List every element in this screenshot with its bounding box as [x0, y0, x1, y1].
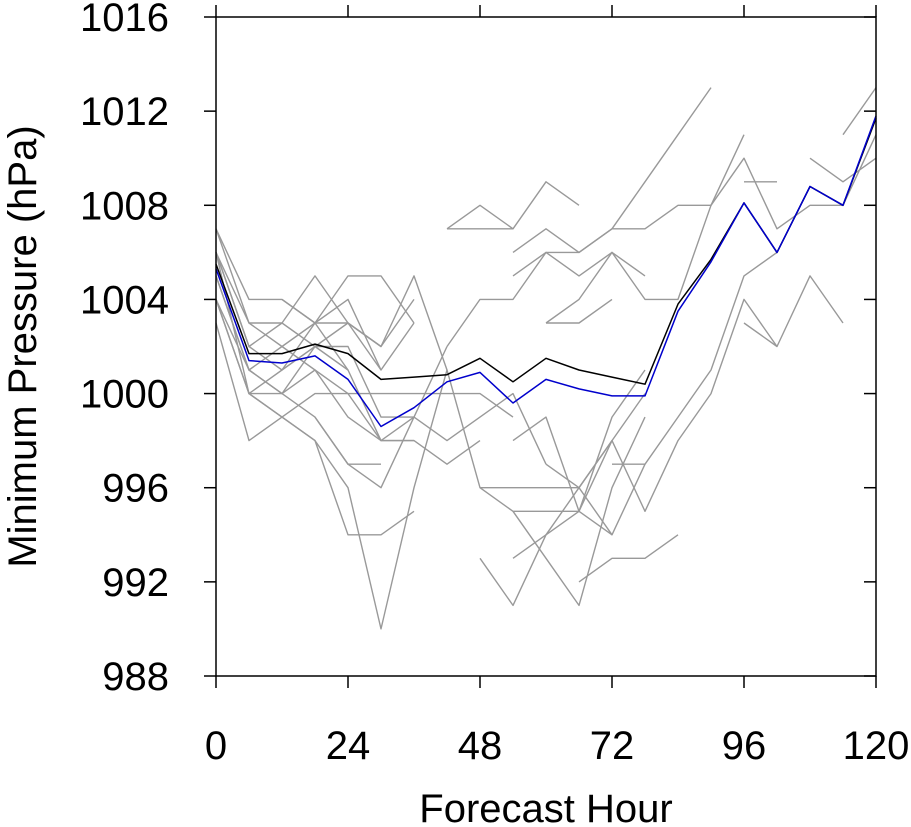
series-line-27 [578, 534, 679, 583]
x-tick-label: 0 [205, 724, 227, 768]
labels-layer: 0 24 48 72 96 120 988 992 996 1000 1004 1008 1012 101… [80, 0, 909, 768]
series-line-30 [479, 487, 613, 536]
series-line-23 [546, 298, 613, 324]
y-tick-label: 1000 [80, 373, 169, 417]
x-tick-label: 72 [590, 724, 635, 768]
x-tick-label: 120 [843, 724, 910, 768]
plot-frame [215, 16, 877, 677]
series-line-28 [512, 298, 778, 512]
y-tick-label: 1004 [80, 278, 169, 322]
series-line-5 [215, 275, 481, 465]
y-tick-label: 988 [102, 655, 169, 699]
series-line-12 [215, 299, 381, 465]
y-tick-label: 1012 [80, 90, 169, 134]
series-line-15 [248, 369, 646, 630]
series-line-16 [314, 392, 547, 489]
series-line-25 [479, 440, 613, 607]
series-line-7 [215, 322, 514, 442]
y-axis-title: Minimum Pressure (hPa) [1, 125, 45, 567]
x-tick-label: 24 [326, 724, 371, 768]
y-tick-label: 992 [102, 561, 169, 605]
x-tick-label: 96 [722, 724, 767, 768]
series-line-35 [842, 87, 877, 136]
series-line-20 [512, 251, 646, 277]
series-line-17 [446, 181, 580, 230]
series-line-33 [743, 275, 844, 348]
series-line-14 [281, 275, 448, 371]
series-layer [215, 87, 877, 630]
y-tick-label: 1016 [80, 0, 169, 40]
ticks-layer [204, 5, 877, 688]
y-tick-label: 1008 [80, 184, 169, 228]
x-tick-label: 48 [458, 724, 503, 768]
series-line-34 [809, 157, 877, 183]
series-line-21 [446, 134, 745, 347]
series-line-29 [545, 251, 778, 536]
series-line-22 [545, 134, 877, 324]
series-line-1 [215, 115, 877, 428]
series-line-4 [215, 252, 415, 348]
x-axis-title: Forecast Hour [419, 787, 672, 827]
y-tick-label: 996 [102, 467, 169, 511]
series-line-19 [512, 87, 712, 254]
